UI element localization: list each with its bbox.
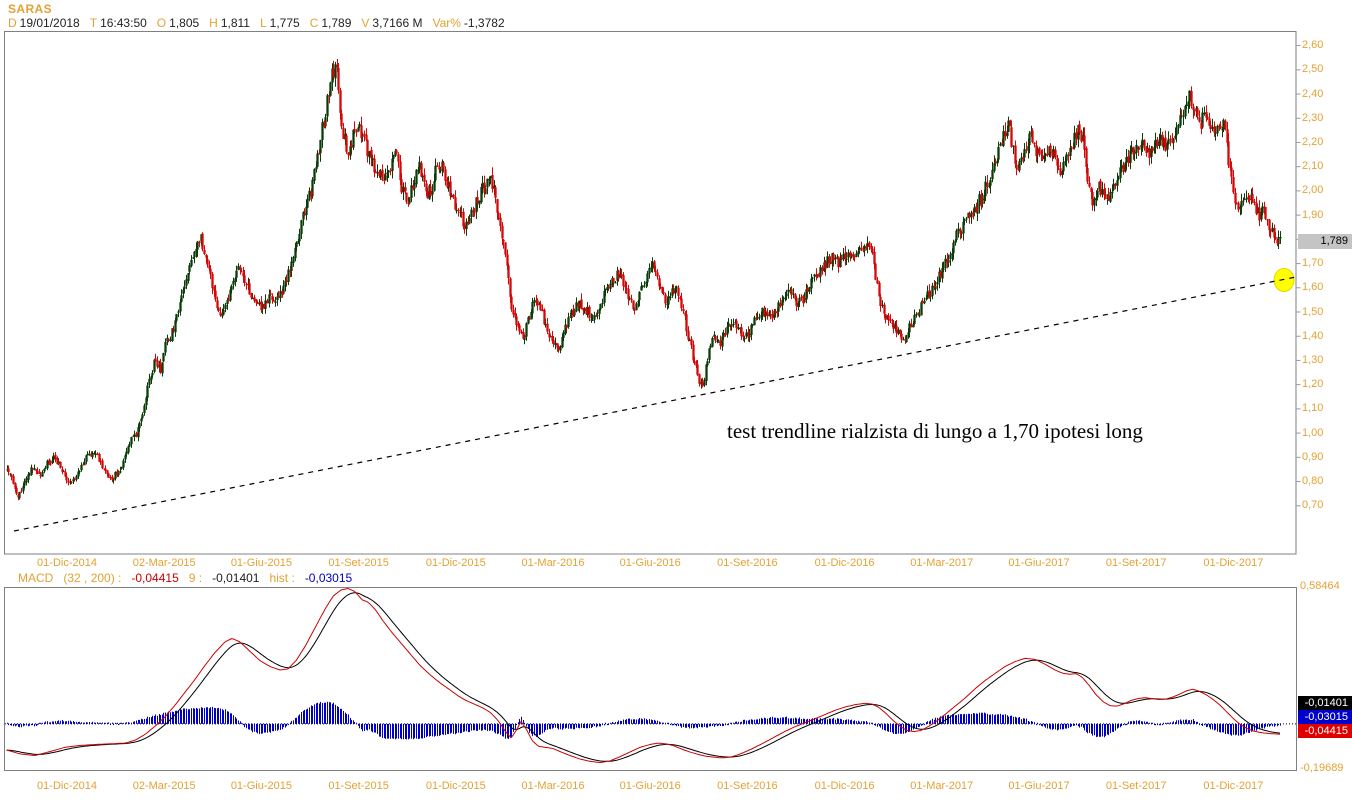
field-label-C: C (309, 16, 319, 30)
field-label-H: H (209, 16, 218, 30)
trendline-target-marker[interactable] (1273, 268, 1295, 292)
price-tick-label: 1,30 (1302, 353, 1324, 366)
field-label-L: L (259, 16, 267, 30)
price-chart[interactable] (6, 59, 1282, 501)
field-label-V: V (361, 16, 370, 30)
price-tick-label: 1,40 (1302, 329, 1324, 342)
field-value-L: 1,775 (269, 16, 300, 30)
price-tick-label: 0,80 (1302, 475, 1324, 488)
x-tick-label: 01-Set-2017 (1105, 780, 1167, 792)
x-tick-label: 01-Set-2016 (717, 557, 778, 569)
x-tick-label: 01-Dic-2016 (814, 780, 875, 792)
field-value-Var%: -1,3782 (463, 16, 505, 30)
x-tick-label: 01-Dic-2016 (814, 557, 875, 569)
x-tick-label: 01-Giu-2015 (230, 557, 292, 569)
price-tick-label: 1,70 (1302, 257, 1324, 270)
field-value-V: 3,7166 M (372, 16, 423, 30)
x-tick-label: 01-Set-2015 (328, 780, 389, 792)
price-tick-label: 1,00 (1302, 426, 1324, 439)
macd-header-part: hist : (269, 571, 295, 585)
field-label-Var%: Var% (432, 16, 461, 30)
x-tick-label: 02-Mar-2015 (132, 557, 196, 569)
macd-header-part: -0,01401 (212, 571, 260, 585)
price-tick-label: 2,00 (1302, 184, 1324, 197)
price-tick-label: 2,40 (1302, 87, 1324, 100)
field-label-O: O (156, 16, 167, 30)
macd-signal-line (6, 592, 1281, 762)
price-tick-label: 2,20 (1302, 135, 1324, 148)
x-tick-label: 01-Mar-2017 (910, 557, 974, 569)
macd-axis-top: 0,58464 (1300, 580, 1340, 592)
price-tick-label: 0,90 (1302, 450, 1324, 463)
field-value-O: 1,805 (169, 16, 200, 30)
x-tick-label: 01-Giu-2017 (1008, 557, 1070, 569)
x-tick-label: 01-Set-2015 (328, 557, 389, 569)
x-tick-label: 01-Giu-2016 (619, 780, 681, 792)
x-tick-label: 01-Giu-2017 (1008, 780, 1070, 792)
price-tick-label: 1,60 (1302, 281, 1324, 294)
x-tick-label: 01-Giu-2015 (230, 780, 292, 792)
trendline[interactable] (13, 276, 1297, 532)
field-value-D: 19/01/2018 (19, 16, 80, 30)
x-tick-label: 01-Dic-2015 (425, 557, 486, 569)
field-value-C: 1,789 (321, 16, 352, 30)
field-label-T: T (89, 16, 98, 30)
price-tick-label: 1,20 (1302, 378, 1324, 391)
price-tick-label: 2,60 (1302, 39, 1324, 52)
x-tick-label: 01-Dic-2017 (1203, 557, 1264, 569)
macd-header-part: -0,04415 (131, 571, 179, 585)
x-tick-label: 01-Set-2017 (1105, 557, 1167, 569)
macd-value-box: -0,03015 (1298, 710, 1352, 724)
macd-line (6, 588, 1281, 764)
symbol-label: SARAS (8, 2, 53, 16)
macd-value-box: -0,04415 (1298, 724, 1352, 738)
x-tick-label: 01-Mar-2016 (521, 557, 585, 569)
x-tick-label: 02-Mar-2015 (132, 780, 196, 792)
ohlc-fields: D 19/01/2018 T 16:43:50 O 1,805 H 1,811 L 1,775 C 1… (8, 16, 505, 30)
x-tick-label: 01-Mar-2017 (910, 780, 974, 792)
x-tick-label: 01-Mar-2016 (521, 780, 585, 792)
chart-annotation[interactable]: test trendline rialzista di lungo a 1,70… (727, 419, 1143, 443)
macd-header: MACD (32 , 200) : -0,04415 9 : -0,01401 hist … (18, 571, 362, 585)
macd-histogram (7, 701, 1281, 740)
x-tick-label: 01-Dic-2017 (1203, 780, 1264, 792)
x-tick-label: 01-Dic-2014 (37, 780, 97, 792)
x-tick-label: 01-Set-2016 (717, 780, 778, 792)
x-tick-label: 01-Dic-2015 (425, 780, 486, 792)
x-tick-label: 01-Giu-2016 (619, 557, 681, 569)
field-value-H: 1,811 (220, 16, 250, 30)
price-tick-label: 0,70 (1302, 499, 1324, 512)
field-label-D: D (8, 16, 17, 30)
macd-header-part: MACD (18, 571, 54, 585)
price-tick-label: 1,50 (1302, 305, 1324, 318)
price-tick-label: 2,30 (1302, 111, 1324, 124)
price-tick-label: 2,50 (1302, 63, 1324, 76)
price-tick-label: 2,10 (1302, 160, 1324, 173)
macd-header-part: -0,03015 (304, 571, 353, 585)
macd-chart[interactable] (5, 588, 1296, 764)
macd-axis-bottom: -0,19689 (1300, 762, 1344, 774)
price-tick-label: 1,10 (1302, 402, 1324, 415)
macd-header-part: (32 , 200) : (63, 571, 122, 585)
field-value-T: 16:43:50 (100, 16, 147, 30)
price-tick-label: 1,90 (1302, 208, 1324, 221)
last-price-label: 1,789 (1298, 234, 1352, 249)
x-tick-label: 01-Dic-2014 (37, 557, 97, 569)
macd-header-part: 9 : (188, 571, 203, 585)
macd-value-box: -0,01401 (1298, 696, 1352, 710)
